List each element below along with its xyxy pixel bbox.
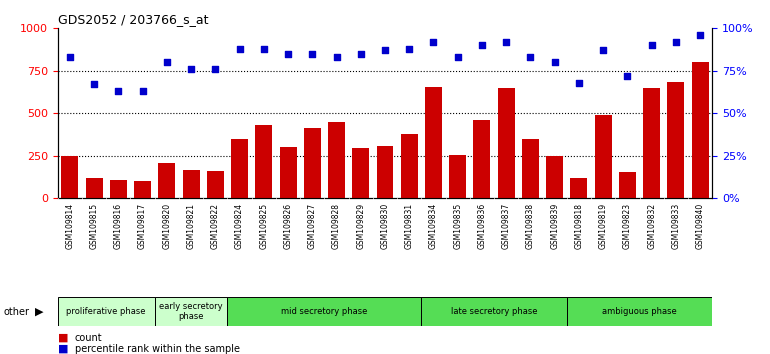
Text: GSM109824: GSM109824 (235, 203, 244, 249)
Bar (134, 181, 151, 198)
Bar (280, 147, 296, 198)
Point (645, 42, 658, 48)
Bar (400, 134, 417, 198)
Text: ▶: ▶ (35, 307, 44, 316)
Bar (85, 178, 102, 198)
Bar (62, 156, 79, 198)
Point (573, 80, 585, 86)
Bar (643, 88, 660, 198)
Bar (110, 181, 127, 198)
Point (306, 51, 319, 57)
Bar (227, 297, 421, 326)
Bar (594, 115, 611, 198)
Text: GSM109822: GSM109822 (211, 203, 219, 249)
Point (621, 73, 634, 79)
Text: GSM109828: GSM109828 (332, 203, 341, 249)
Text: percentile rank within the sample: percentile rank within the sample (75, 344, 239, 354)
Text: GSM109832: GSM109832 (647, 203, 656, 249)
Point (282, 51, 294, 57)
Text: other: other (4, 307, 30, 316)
Text: GSM109834: GSM109834 (429, 203, 438, 250)
Text: GSM109817: GSM109817 (138, 203, 147, 249)
Point (670, 39, 682, 45)
Text: GSM109826: GSM109826 (283, 203, 293, 249)
Text: GSM109838: GSM109838 (526, 203, 535, 249)
Text: GSM109823: GSM109823 (623, 203, 632, 249)
Bar (231, 139, 248, 198)
Text: GSM109819: GSM109819 (598, 203, 608, 249)
Point (379, 47, 391, 53)
Bar (691, 62, 708, 198)
Point (355, 51, 367, 57)
Text: proliferative phase: proliferative phase (66, 307, 146, 316)
Point (258, 46, 270, 52)
Bar (425, 87, 442, 198)
Text: GSM109830: GSM109830 (380, 203, 390, 250)
Bar (449, 155, 466, 198)
Text: GSM109818: GSM109818 (574, 203, 584, 249)
Text: GSM109833: GSM109833 (671, 203, 681, 250)
Text: GSM109840: GSM109840 (695, 203, 705, 250)
Text: GSM109814: GSM109814 (65, 203, 75, 249)
Text: count: count (75, 333, 102, 343)
Bar (522, 139, 539, 198)
Text: GSM109827: GSM109827 (308, 203, 316, 249)
Bar (421, 297, 567, 326)
Text: GSM109839: GSM109839 (551, 203, 559, 250)
Text: GSM109836: GSM109836 (477, 203, 487, 250)
Text: GSM109815: GSM109815 (89, 203, 99, 249)
Point (500, 39, 512, 45)
Bar (546, 156, 563, 198)
Point (233, 46, 246, 52)
Point (548, 59, 561, 65)
Point (427, 39, 440, 45)
Text: GSM109831: GSM109831 (405, 203, 413, 249)
Point (403, 46, 415, 52)
Text: GDS2052 / 203766_s_at: GDS2052 / 203766_s_at (58, 13, 208, 26)
Point (476, 42, 488, 48)
Bar (328, 122, 345, 198)
Text: early secretory
phase: early secretory phase (159, 302, 223, 321)
Bar (567, 297, 712, 326)
Bar (256, 125, 273, 198)
Text: GSM109837: GSM109837 (502, 203, 511, 250)
Text: GSM109825: GSM109825 (259, 203, 268, 249)
Text: late secretory phase: late secretory phase (450, 307, 537, 316)
Text: GSM109821: GSM109821 (186, 203, 196, 249)
Text: ■: ■ (58, 344, 69, 354)
Point (597, 47, 609, 53)
Bar (304, 128, 321, 198)
Point (330, 55, 343, 60)
Point (185, 66, 197, 72)
Point (136, 88, 149, 94)
Bar (668, 82, 685, 198)
Bar (159, 162, 176, 198)
Point (524, 55, 537, 60)
Bar (207, 171, 224, 198)
Point (88, 81, 100, 87)
Point (64, 55, 76, 60)
Bar (155, 297, 227, 326)
Bar (377, 145, 393, 198)
Text: GSM109820: GSM109820 (162, 203, 172, 249)
Bar (182, 170, 199, 198)
Point (161, 59, 173, 65)
Text: GSM109816: GSM109816 (114, 203, 123, 249)
Bar (571, 178, 588, 198)
Point (112, 88, 125, 94)
Bar (353, 148, 370, 198)
Point (451, 55, 464, 60)
Text: GSM109829: GSM109829 (357, 203, 365, 249)
Point (694, 32, 706, 38)
Text: ambiguous phase: ambiguous phase (602, 307, 677, 316)
Bar (474, 120, 490, 198)
Point (209, 66, 222, 72)
Text: mid secretory phase: mid secretory phase (281, 307, 367, 316)
Bar (58, 297, 155, 326)
Bar (619, 172, 636, 198)
Text: GSM109835: GSM109835 (454, 203, 462, 250)
Text: ■: ■ (58, 333, 69, 343)
Bar (497, 88, 514, 198)
